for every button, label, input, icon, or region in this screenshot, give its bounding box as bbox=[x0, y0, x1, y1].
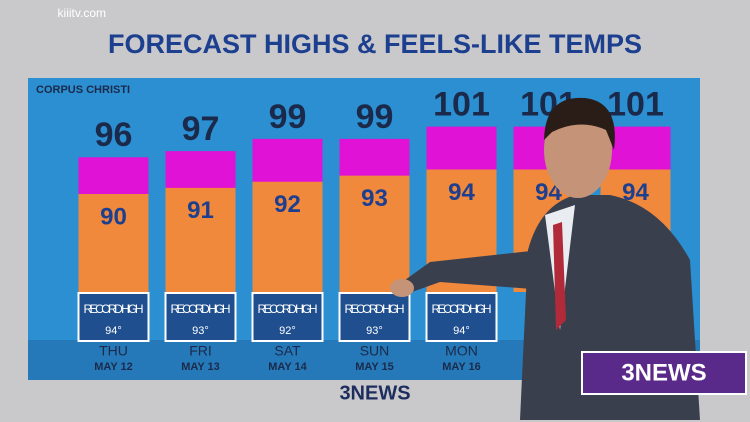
record-box bbox=[77, 292, 150, 342]
value-label: 101 bbox=[607, 86, 664, 124]
value-label: 96 bbox=[95, 116, 133, 154]
bar bbox=[252, 181, 323, 292]
record-value: 93° bbox=[192, 325, 209, 337]
bar bbox=[78, 194, 149, 292]
value-label: 97 bbox=[182, 110, 220, 148]
record-label: RECORD HIGH bbox=[345, 302, 405, 316]
chart-title: FORECAST HIGHS & FEELS-LIKE TEMPS bbox=[108, 29, 642, 59]
record-label: RECORD HIGH bbox=[84, 302, 144, 316]
logo: 3NEWS bbox=[621, 359, 706, 386]
x-tick-label: MON bbox=[445, 343, 478, 359]
bar bbox=[165, 187, 236, 292]
logo-bg bbox=[372, 380, 422, 406]
date-label: MAY 16 bbox=[442, 361, 481, 373]
x-tick-label: SUN bbox=[360, 343, 390, 359]
logo-box bbox=[581, 351, 747, 395]
record-box bbox=[164, 292, 237, 342]
date-label: MAY 14 bbox=[268, 361, 307, 373]
logo: 3NEWS bbox=[339, 382, 410, 404]
value-label: 99 bbox=[269, 98, 307, 136]
record-label: RECORD HIGH bbox=[432, 302, 492, 316]
bar bbox=[339, 175, 410, 292]
date-label: MAY 15 bbox=[355, 361, 394, 373]
value-label: 93 bbox=[361, 185, 388, 212]
record-box bbox=[425, 292, 498, 342]
presenter-hand bbox=[390, 279, 414, 297]
presenter-arm bbox=[405, 250, 545, 292]
record-value: 93° bbox=[366, 325, 383, 337]
value-label: 94 bbox=[448, 179, 475, 206]
record-label: RECORD HIGH bbox=[171, 302, 231, 316]
location: CORPUS CHRISTI bbox=[36, 84, 130, 96]
presenter-hair bbox=[544, 97, 615, 150]
value-label: 99 bbox=[356, 98, 394, 136]
x-tick-label: FRI bbox=[189, 343, 212, 359]
value-label: 91 bbox=[187, 197, 214, 224]
date-label: MAY 12 bbox=[94, 361, 133, 373]
record-value: 94° bbox=[453, 325, 470, 337]
value-label: 101 bbox=[433, 86, 490, 124]
record-box bbox=[338, 292, 411, 342]
value-label: 92 bbox=[274, 191, 301, 218]
value-label: 90 bbox=[100, 203, 127, 230]
record-value: 92° bbox=[279, 325, 296, 337]
watermark: kiiitv.com bbox=[58, 6, 106, 20]
presenter-tie bbox=[553, 222, 566, 330]
x-tick-label: SAT bbox=[274, 343, 301, 359]
date-label: MAY 13 bbox=[181, 361, 220, 373]
x-tick-label: THU bbox=[99, 343, 128, 359]
record-box bbox=[251, 292, 324, 342]
record-label: RECORD HIGH bbox=[258, 302, 318, 316]
record-value: 94° bbox=[105, 325, 122, 337]
